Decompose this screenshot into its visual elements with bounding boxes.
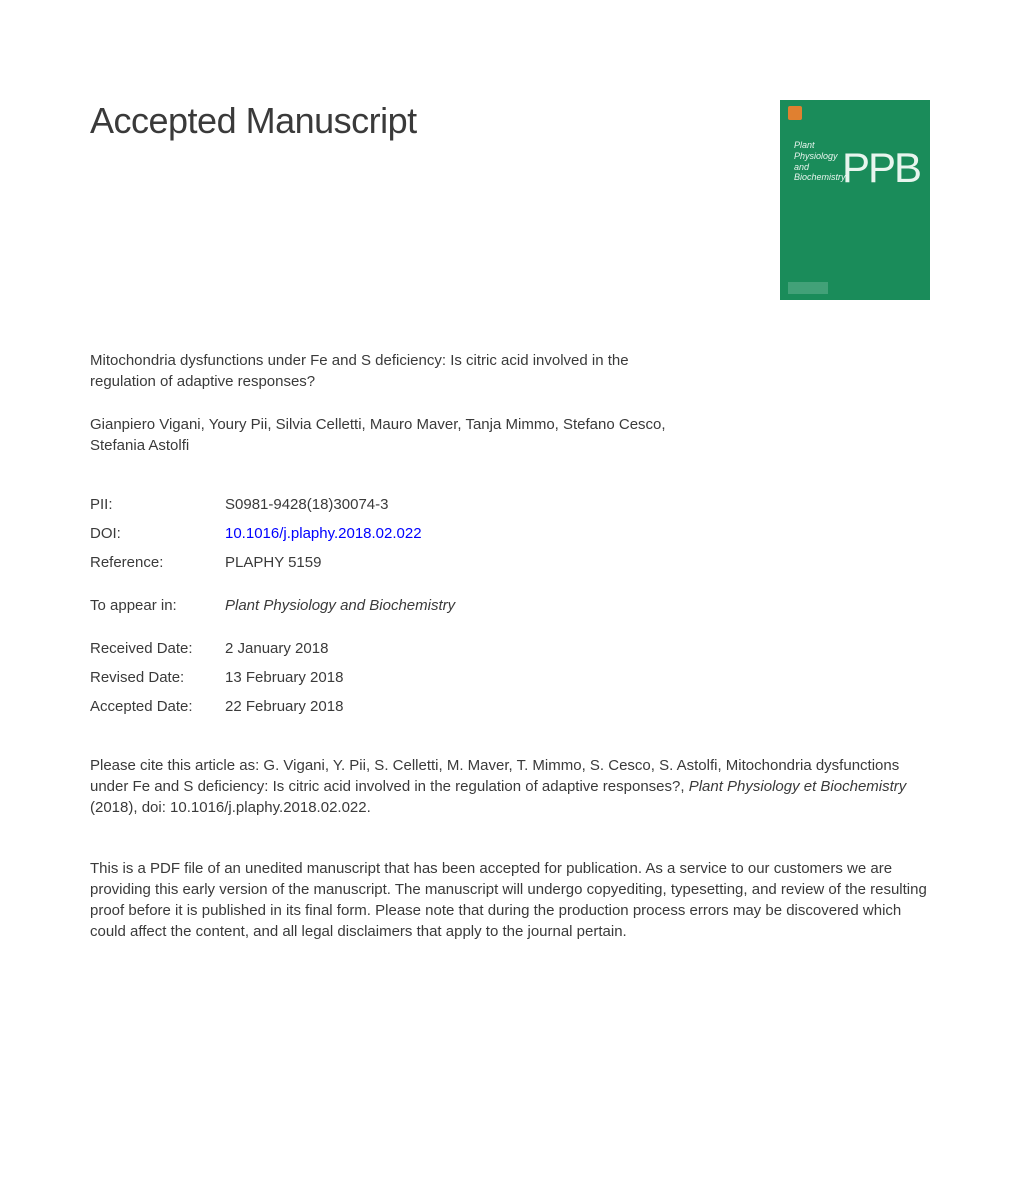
metadata-table: PII: S0981-9428(18)30074-3 DOI: 10.1016/…: [90, 496, 930, 715]
meta-value-appear: Plant Physiology and Biochemistry: [225, 597, 455, 614]
meta-row-accepted: Accepted Date: 22 February 2018: [90, 698, 930, 715]
meta-value-pii: S0981-9428(18)30074-3: [225, 496, 388, 513]
citation-text: Please cite this article as: G. Vigani, …: [90, 755, 930, 818]
meta-value-reference: PLAPHY 5159: [225, 554, 321, 571]
citation-suffix: (2018), doi: 10.1016/j.plaphy.2018.02.02…: [90, 799, 371, 816]
publisher-mark-icon: [788, 106, 802, 120]
meta-label-appear: To appear in:: [90, 597, 225, 614]
author-list: Gianpiero Vigani, Youry Pii, Silvia Cell…: [90, 414, 690, 456]
meta-label-reference: Reference:: [90, 554, 225, 571]
meta-row-appear: To appear in: Plant Physiology and Bioch…: [90, 597, 930, 614]
journal-cover-footer-mark: [788, 282, 828, 294]
disclaimer-text: This is a PDF file of an unedited manusc…: [90, 858, 930, 942]
meta-label-received: Received Date:: [90, 640, 225, 657]
meta-row-revised: Revised Date: 13 February 2018: [90, 669, 930, 686]
meta-value-revised: 13 February 2018: [225, 669, 343, 686]
meta-row-pii: PII: S0981-9428(18)30074-3: [90, 496, 930, 513]
journal-cover-title: Plant Physiology and Biochemistry: [794, 140, 846, 183]
meta-value-accepted: 22 February 2018: [225, 698, 343, 715]
journal-cover-abbrev: PPB: [842, 144, 920, 192]
meta-label-pii: PII:: [90, 496, 225, 513]
article-title: Mitochondria dysfunctions under Fe and S…: [90, 350, 690, 392]
meta-row-doi: DOI: 10.1016/j.plaphy.2018.02.022: [90, 525, 930, 542]
meta-row-received: Received Date: 2 January 2018: [90, 640, 930, 657]
meta-value-received: 2 January 2018: [225, 640, 328, 657]
meta-label-revised: Revised Date:: [90, 669, 225, 686]
accepted-manuscript-heading: Accepted Manuscript: [90, 100, 417, 142]
meta-value-doi[interactable]: 10.1016/j.plaphy.2018.02.022: [225, 525, 422, 542]
citation-journal-italic: Plant Physiology et Biochemistry: [689, 778, 907, 795]
journal-cover-thumbnail: Plant Physiology and Biochemistry PPB: [780, 100, 930, 300]
meta-label-doi: DOI:: [90, 525, 225, 542]
header-row: Accepted Manuscript Plant Physiology and…: [90, 100, 930, 300]
meta-label-accepted: Accepted Date:: [90, 698, 225, 715]
meta-row-reference: Reference: PLAPHY 5159: [90, 554, 930, 571]
